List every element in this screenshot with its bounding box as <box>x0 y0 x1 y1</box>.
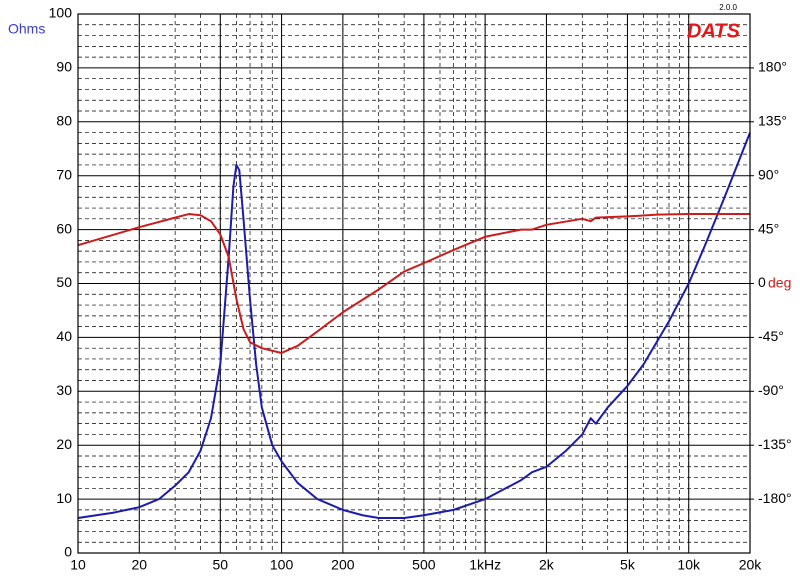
y-axis-label: Ohms <box>8 21 45 37</box>
y2-axis-label: deg <box>768 275 791 291</box>
x-tick-label: 5k <box>620 557 636 573</box>
y2-tick-label: 180° <box>758 59 787 75</box>
y-tick-label: 30 <box>56 382 72 398</box>
y2-tick-label: -90° <box>758 382 784 398</box>
x-tick-label: 100 <box>270 557 294 573</box>
y2-tick-label: 45° <box>758 220 779 236</box>
x-tick-label: 10k <box>677 557 701 573</box>
y2-tick-label: -135° <box>758 436 792 452</box>
y-tick-label: 80 <box>56 113 72 129</box>
x-tick-label: 500 <box>412 557 436 573</box>
y-tick-label: 0 <box>64 544 72 560</box>
plot-lines <box>77 132 751 519</box>
y-tick-label: 20 <box>56 436 72 452</box>
x-tick-label: 20k <box>739 557 763 573</box>
x-tick-label: 10 <box>70 557 86 573</box>
version: 2.0.0 <box>719 3 737 12</box>
y2-tick-label: 0 <box>758 274 766 290</box>
y-tick-label: 10 <box>56 490 72 506</box>
y2-tick-label: 90° <box>758 166 779 182</box>
plot-frame <box>77 13 751 554</box>
x-tick-label: 200 <box>331 557 355 573</box>
y-tick-label: 40 <box>56 328 72 344</box>
y-tick-label: 60 <box>56 220 72 236</box>
x-tick-label: 20 <box>131 557 147 573</box>
y2-tick-label: 135° <box>758 113 787 129</box>
y2-tick-label: -45° <box>758 328 784 344</box>
series-line <box>77 213 750 354</box>
series-line <box>77 132 751 519</box>
y-tick-label: 70 <box>56 166 72 182</box>
y-tick-label: 90 <box>56 59 72 75</box>
grid <box>77 13 754 554</box>
x-tick-label: 1kHz <box>469 557 501 573</box>
logo: DATS <box>687 20 741 42</box>
x-tick-label: 2k <box>539 557 555 573</box>
y-tick-label: 50 <box>56 274 72 290</box>
x-tick-label: 50 <box>213 557 229 573</box>
y-tick-label: 100 <box>49 5 73 21</box>
y2-tick-label: -180° <box>758 490 792 506</box>
